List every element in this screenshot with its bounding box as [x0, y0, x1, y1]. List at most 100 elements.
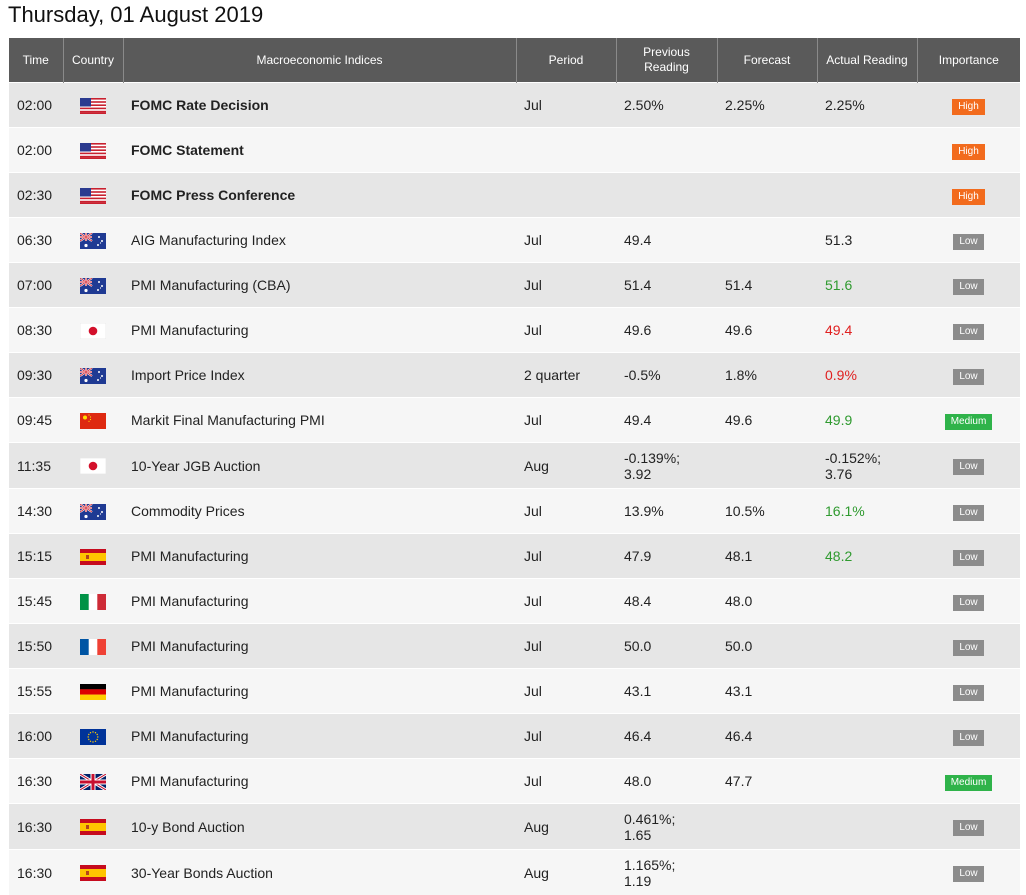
event-name[interactable]: PMI Manufacturing: [123, 759, 516, 804]
actual-cell: [817, 850, 917, 895]
time-cell: 02:00: [9, 83, 63, 128]
importance-cell: Low: [917, 443, 1020, 489]
previous-cell: 49.4: [616, 218, 717, 263]
time-cell: 07:00: [9, 263, 63, 308]
country-cell: [63, 263, 123, 308]
previous-value: 46.4: [624, 728, 709, 744]
event-name[interactable]: FOMC Press Conference: [123, 173, 516, 218]
time-cell: 16:30: [9, 804, 63, 850]
country-cell: [63, 579, 123, 624]
importance-cell: Low: [917, 804, 1020, 850]
event-name[interactable]: Markit Final Manufacturing PMI: [123, 398, 516, 443]
previous-cell: [616, 128, 717, 173]
importance-cell: Low: [917, 353, 1020, 398]
event-name[interactable]: PMI Manufacturing: [123, 624, 516, 669]
event-name[interactable]: PMI Manufacturing: [123, 534, 516, 579]
header-period[interactable]: Period: [516, 38, 616, 83]
previous-cell: 13.9%: [616, 489, 717, 534]
country-cell: [63, 804, 123, 850]
it-flag-icon: [80, 594, 106, 610]
header-time[interactable]: Time: [9, 38, 63, 83]
importance-cell: Low: [917, 669, 1020, 714]
cn-flag-icon: [80, 413, 106, 429]
previous-value: 50.0: [624, 638, 709, 654]
period-cell: Jul: [516, 534, 616, 579]
previous-value: 1.19: [624, 873, 709, 889]
header-importance[interactable]: Importance: [917, 38, 1020, 83]
event-name[interactable]: 10-Year JGB Auction: [123, 443, 516, 489]
time-cell: 06:30: [9, 218, 63, 263]
event-name[interactable]: FOMC Statement: [123, 128, 516, 173]
country-cell: [63, 353, 123, 398]
actual-value: -0.152%;: [825, 450, 909, 466]
actual-cell: [817, 669, 917, 714]
event-name[interactable]: 30-Year Bonds Auction: [123, 850, 516, 895]
es-flag-icon: [80, 819, 106, 835]
previous-cell: 0.461%;1.65: [616, 804, 717, 850]
header-forecast[interactable]: Forecast: [717, 38, 817, 83]
actual-cell: [817, 714, 917, 759]
au-flag-icon: [80, 504, 106, 520]
previous-value: 48.4: [624, 593, 709, 609]
importance-badge: Low: [953, 730, 983, 746]
actual-cell: 2.25%: [817, 83, 917, 128]
header-country[interactable]: Country: [63, 38, 123, 83]
actual-value: 16.1%: [825, 503, 909, 519]
header-indices[interactable]: Macroeconomic Indices: [123, 38, 516, 83]
importance-badge: High: [952, 144, 985, 160]
event-name[interactable]: AIG Manufacturing Index: [123, 218, 516, 263]
page-title: Thursday, 01 August 2019: [8, 2, 263, 28]
event-name[interactable]: Commodity Prices: [123, 489, 516, 534]
previous-value: 49.4: [624, 412, 709, 428]
period-cell: Jul: [516, 669, 616, 714]
eu-flag-icon: [80, 729, 106, 745]
header-actual[interactable]: Actual Reading: [817, 38, 917, 83]
importance-badge: Low: [953, 324, 983, 340]
event-name[interactable]: PMI Manufacturing: [123, 669, 516, 714]
period-cell: Jul: [516, 489, 616, 534]
country-cell: [63, 398, 123, 443]
forecast-cell: 1.8%: [717, 353, 817, 398]
uk-flag-icon: [80, 774, 106, 790]
importance-cell: High: [917, 173, 1020, 218]
forecast-cell: [717, 850, 817, 895]
previous-value: 13.9%: [624, 503, 709, 519]
economic-calendar-table: Time Country Macroeconomic Indices Perio…: [9, 38, 1020, 895]
event-name[interactable]: FOMC Rate Decision: [123, 83, 516, 128]
header-previous[interactable]: Previous Reading: [616, 38, 717, 83]
country-cell: [63, 173, 123, 218]
event-name[interactable]: PMI Manufacturing: [123, 714, 516, 759]
event-name[interactable]: 10-y Bond Auction: [123, 804, 516, 850]
event-name[interactable]: PMI Manufacturing (CBA): [123, 263, 516, 308]
actual-value: 3.76: [825, 466, 909, 482]
actual-value: 51.6: [825, 277, 909, 293]
importance-badge: Low: [953, 595, 983, 611]
event-name[interactable]: PMI Manufacturing: [123, 579, 516, 624]
event-name[interactable]: PMI Manufacturing: [123, 308, 516, 353]
period-cell: Aug: [516, 443, 616, 489]
importance-badge: Low: [953, 550, 983, 566]
event-name[interactable]: Import Price Index: [123, 353, 516, 398]
fr-flag-icon: [80, 639, 106, 655]
actual-cell: 16.1%: [817, 489, 917, 534]
importance-badge: Low: [953, 640, 983, 656]
actual-cell: [817, 804, 917, 850]
